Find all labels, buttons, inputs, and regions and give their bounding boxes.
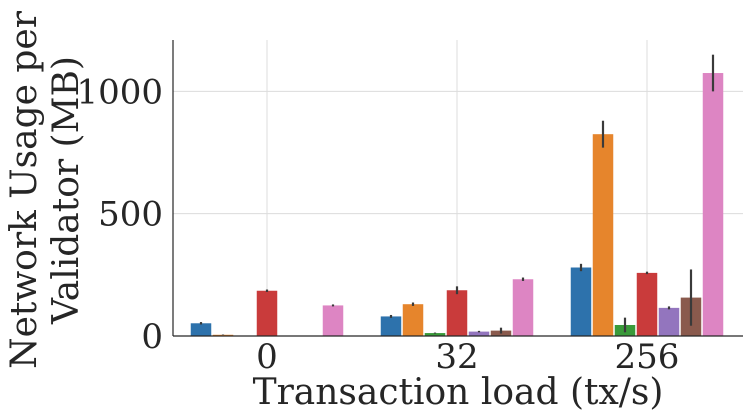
y-tick-label: 1000 [76, 72, 163, 112]
axis-layer [172, 40, 743, 337]
bar [658, 307, 680, 336]
x-tick-label: 32 [435, 337, 478, 377]
bar [256, 290, 278, 336]
bar [512, 279, 534, 336]
bar [424, 333, 446, 336]
x-tick-label: 0 [256, 337, 278, 377]
y-tick-label: 0 [141, 317, 163, 357]
bar [446, 290, 468, 336]
bar [468, 331, 490, 336]
bar [402, 304, 424, 336]
bar [212, 334, 234, 336]
y-tick-label: 500 [98, 195, 163, 235]
y-axis-title-line: Network Usage per [4, 10, 45, 369]
bar [702, 73, 724, 337]
y-axis-title-line: Validator (MB) [46, 56, 87, 325]
x-axis-title: Transaction load (tx/s) [253, 372, 664, 413]
y-axis-title: Network Usage perValidator (MB) [4, 10, 87, 369]
bar [380, 316, 402, 336]
bar [570, 267, 592, 336]
bar [190, 323, 212, 336]
bar-layer [190, 54, 724, 337]
bar [322, 305, 344, 336]
bar [592, 134, 614, 336]
x-tick-label: 256 [615, 337, 680, 377]
bar [636, 272, 658, 336]
